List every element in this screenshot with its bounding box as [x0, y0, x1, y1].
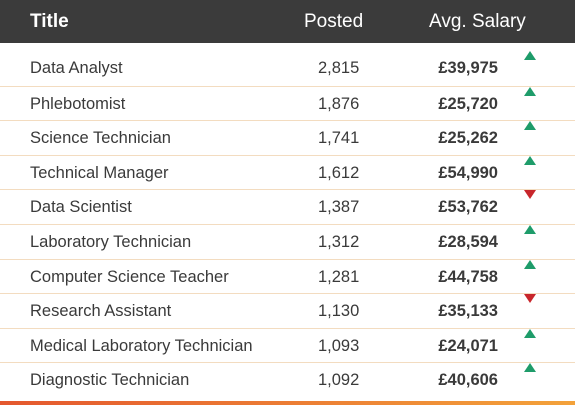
avg-salary: £54,990: [438, 163, 498, 182]
avg-salary: £35,133: [438, 302, 498, 321]
table-row: Data Analyst 2,815 £39,975: [0, 51, 575, 86]
table-row: Data Scientist 1,387 £53,762: [0, 189, 575, 224]
job-title: Technical Manager: [30, 163, 169, 182]
posted-count: 1,281: [318, 267, 360, 286]
trend-up-icon: [524, 224, 536, 234]
table-row: Technical Manager 1,612 £54,990: [0, 154, 575, 190]
job-title: Science Technician: [30, 129, 171, 148]
posted-count: 1,092: [318, 371, 360, 390]
table-row: Research Assistant 1,130 £35,133: [0, 293, 575, 328]
job-title: Computer Science Teacher: [30, 267, 229, 286]
job-title: Medical Laboratory Technician: [30, 336, 253, 355]
trend-up-icon: [524, 155, 536, 165]
avg-salary: £24,071: [438, 336, 498, 355]
trend-up-icon: [524, 363, 536, 373]
posted-count: 1,741: [318, 129, 360, 148]
job-title: Data Scientist: [30, 198, 132, 217]
avg-salary: £28,594: [438, 232, 498, 251]
avg-salary: £53,762: [438, 198, 498, 217]
avg-salary: £39,975: [438, 59, 498, 77]
header-posted: Posted: [304, 11, 364, 32]
accent-bar: [0, 401, 575, 405]
table-row: Medical Laboratory Technician 1,093 £24,07…: [0, 327, 575, 363]
avg-salary: £25,262: [438, 129, 498, 148]
job-title: Laboratory Technician: [30, 232, 192, 251]
trend-up-icon: [524, 328, 536, 338]
posted-count: 1,130: [318, 302, 360, 321]
avg-salary: £25,720: [438, 94, 498, 113]
posted-count: 1,312: [318, 232, 360, 251]
trend-down-icon: [524, 294, 536, 304]
header-avg-salary: Avg. Salary: [429, 11, 526, 32]
table-row: Diagnostic Technician 1,092 £40,606: [0, 362, 575, 397]
posted-count: 1,876: [318, 94, 360, 113]
trend-up-icon: [524, 259, 536, 269]
trend-down-icon: [524, 190, 536, 200]
trend-up-icon: [524, 51, 536, 60]
table-body: Data Analyst 2,815 £39,975 Phlebotomist 1,87…: [0, 51, 575, 397]
job-title: Phlebotomist: [30, 94, 126, 113]
table-row: Phlebotomist 1,876 £25,720: [0, 85, 575, 121]
table-header: Title Posted Avg. Salary: [0, 0, 575, 43]
table-row: Computer Science Teacher 1,281 £44,758: [0, 258, 575, 294]
job-title: Diagnostic Technician: [30, 371, 190, 390]
posted-count: 1,387: [318, 198, 360, 217]
table-row: Science Technician 1,741 £25,262: [0, 120, 575, 155]
avg-salary: £44,758: [438, 267, 498, 286]
job-title: Data Analyst: [30, 59, 123, 77]
table-row: Laboratory Technician 1,312 £28,594: [0, 223, 575, 259]
job-title: Research Assistant: [30, 302, 172, 321]
posted-count: 2,815: [318, 59, 360, 77]
trend-up-icon: [524, 121, 536, 131]
trend-up-icon: [524, 86, 536, 96]
posted-count: 1,612: [318, 163, 360, 182]
avg-salary: £40,606: [438, 371, 498, 390]
header-title: Title: [30, 11, 69, 32]
posted-count: 1,093: [318, 336, 360, 355]
